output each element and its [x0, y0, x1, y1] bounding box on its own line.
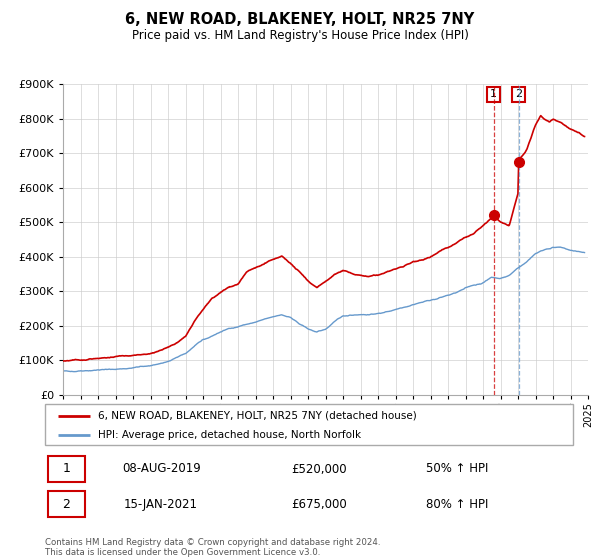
FancyBboxPatch shape [45, 404, 573, 445]
FancyBboxPatch shape [47, 491, 85, 517]
Text: Price paid vs. HM Land Registry's House Price Index (HPI): Price paid vs. HM Land Registry's House … [131, 29, 469, 42]
Text: £675,000: £675,000 [292, 498, 347, 511]
Text: 6, NEW ROAD, BLAKENEY, HOLT, NR25 7NY (detached house): 6, NEW ROAD, BLAKENEY, HOLT, NR25 7NY (d… [98, 411, 416, 421]
Text: HPI: Average price, detached house, North Norfolk: HPI: Average price, detached house, Nort… [98, 430, 361, 440]
Text: 50% ↑ HPI: 50% ↑ HPI [425, 463, 488, 475]
Text: 15-JAN-2021: 15-JAN-2021 [124, 498, 198, 511]
Text: 80% ↑ HPI: 80% ↑ HPI [425, 498, 488, 511]
Text: Contains HM Land Registry data © Crown copyright and database right 2024.
This d: Contains HM Land Registry data © Crown c… [45, 538, 380, 557]
Text: 08-AUG-2019: 08-AUG-2019 [122, 463, 200, 475]
Text: 2: 2 [515, 90, 522, 99]
Text: 6, NEW ROAD, BLAKENEY, HOLT, NR25 7NY: 6, NEW ROAD, BLAKENEY, HOLT, NR25 7NY [125, 12, 475, 27]
Text: 1: 1 [490, 90, 497, 99]
FancyBboxPatch shape [47, 456, 85, 482]
Text: £520,000: £520,000 [292, 463, 347, 475]
Text: 2: 2 [62, 498, 70, 511]
Text: 1: 1 [62, 463, 70, 475]
